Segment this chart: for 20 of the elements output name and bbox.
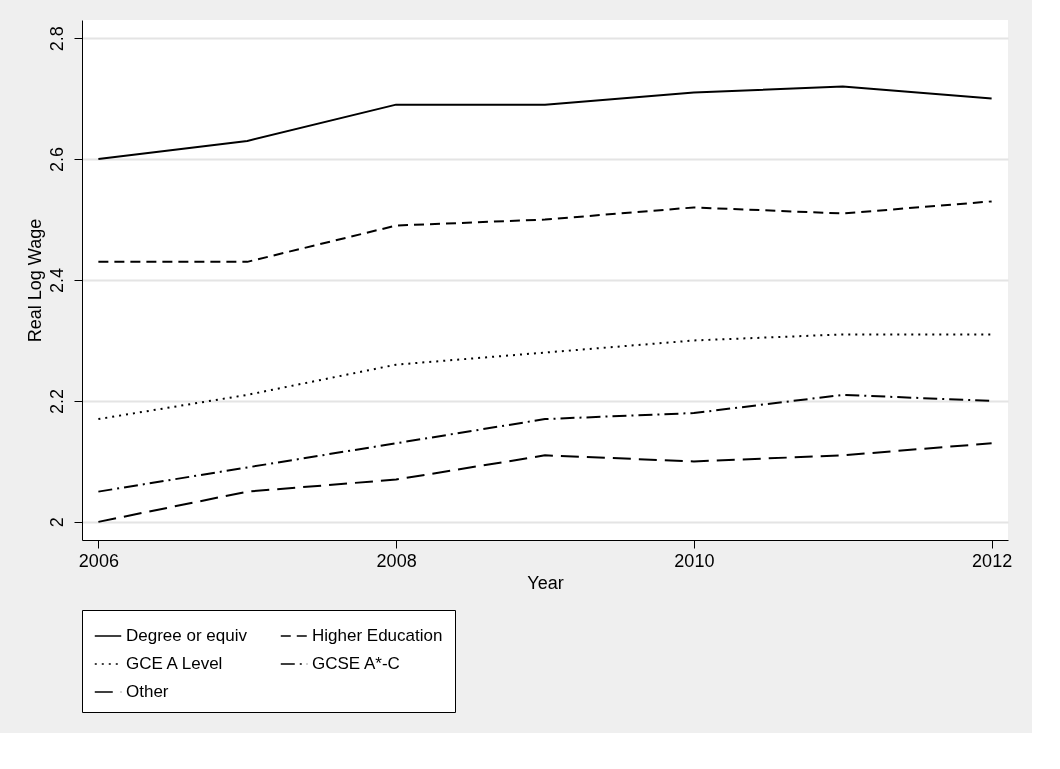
line-series: [97, 200, 993, 263]
legend-label: Higher Education: [312, 626, 443, 645]
y-tick-label: 2.6: [46, 147, 67, 173]
x-tick-label: 2010: [674, 550, 715, 571]
line-series: [97, 333, 993, 421]
y-tick-label: 2: [46, 517, 67, 528]
y-tick-label: 2.8: [46, 26, 67, 52]
legend-label: GCSE A*-C: [312, 654, 400, 673]
legend-label: GCE A Level: [126, 654, 223, 673]
line-series: [97, 442, 993, 523]
x-axis-title: Year: [527, 572, 564, 593]
legend-label: Other: [126, 682, 169, 701]
x-tick-label: 2006: [78, 550, 119, 571]
y-tick-label: 2.4: [46, 267, 67, 294]
y-axis-title: Real Log Wage: [24, 218, 45, 343]
y-tick-label: 2.2: [46, 388, 67, 414]
x-tick-label: 2012: [972, 550, 1013, 571]
line-series: [97, 85, 993, 161]
legend-label: Degree or equiv: [126, 626, 248, 645]
x-tick-label: 2008: [376, 550, 417, 571]
